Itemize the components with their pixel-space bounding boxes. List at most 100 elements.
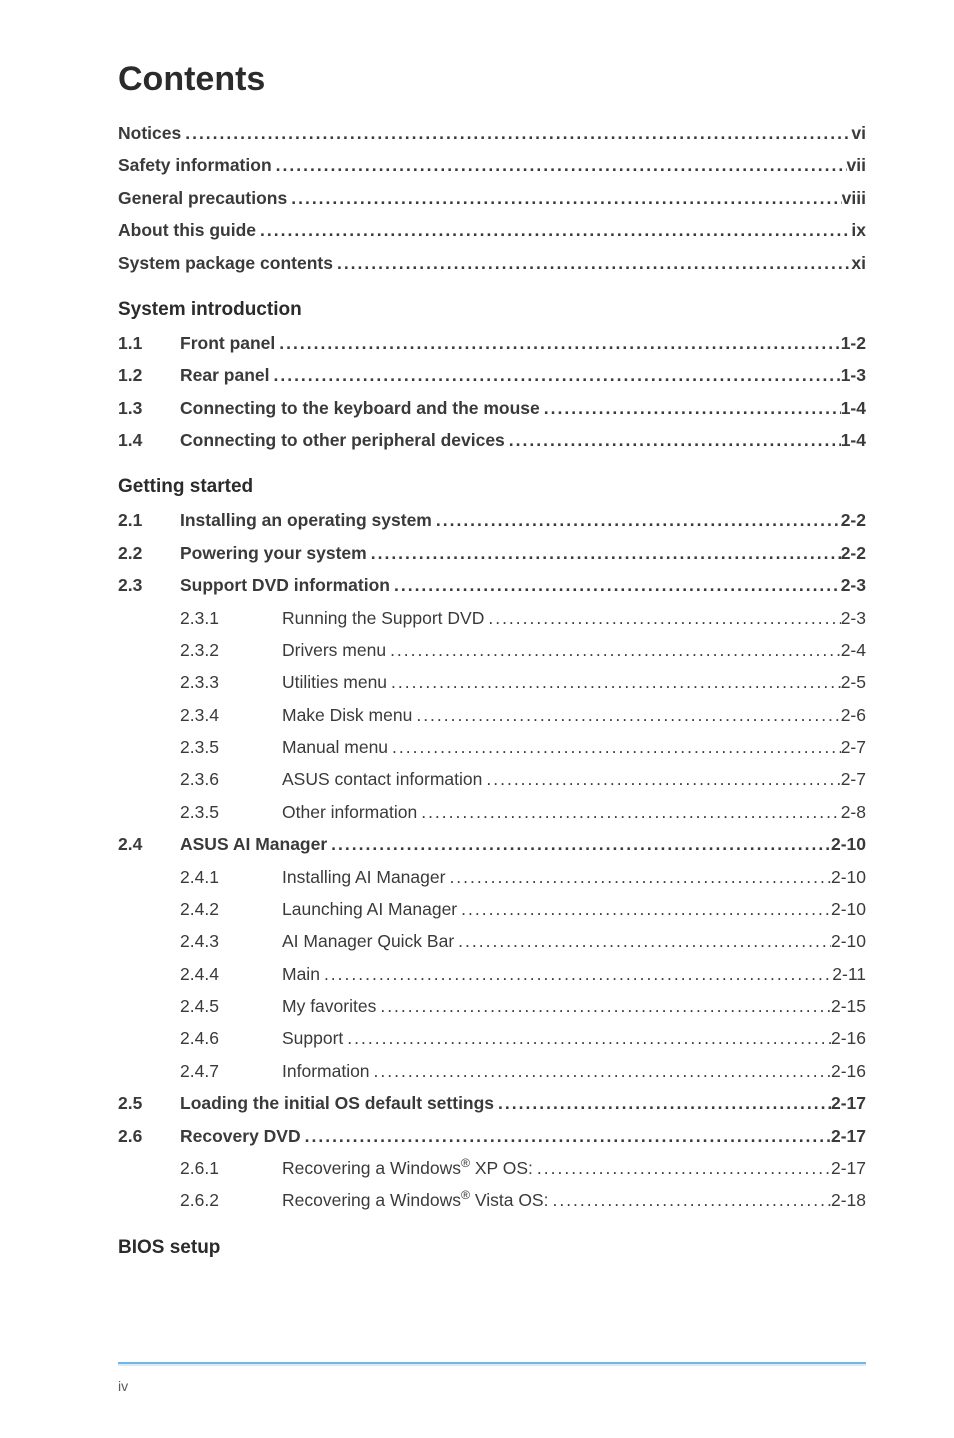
- toc-row: 2.4.2Launching AI Manager 2-10: [118, 893, 866, 925]
- toc-leader: [387, 666, 841, 698]
- toc-row: 2.4.7Information 2-16: [118, 1055, 866, 1087]
- toc-label: ASUS contact information: [282, 763, 482, 795]
- toc-label: Support: [282, 1022, 343, 1054]
- toc-subnumber: 2.4.3: [180, 925, 282, 957]
- toc-leader: [533, 1152, 831, 1184]
- toc-row: 2.3.6ASUS contact information 2-7: [118, 763, 866, 795]
- toc-row: 2.4ASUS AI Manager 2-10: [118, 828, 866, 860]
- toc-number: 1.3: [118, 392, 180, 424]
- toc-leader: [457, 893, 831, 925]
- toc-row: 2.4.3AI Manager Quick Bar 2-10: [118, 925, 866, 957]
- toc-page: 2-7: [841, 731, 866, 763]
- toc-number: 2.4: [118, 828, 180, 860]
- toc-leader: [269, 359, 840, 391]
- toc-label: Installing AI Manager: [282, 861, 445, 893]
- toc-number: 1.1: [118, 327, 180, 359]
- toc-page: 2-16: [831, 1022, 866, 1054]
- toc-leader: [287, 182, 841, 214]
- toc-page: 2-10: [831, 893, 866, 925]
- toc-row: 2.4.6Support 2-16: [118, 1022, 866, 1054]
- toc-row: 1.2Rear panel 1-3: [118, 359, 866, 391]
- toc-number: [118, 602, 180, 634]
- toc-label: Main: [282, 958, 320, 990]
- toc-number: [118, 990, 180, 1022]
- toc-leader: [256, 214, 851, 246]
- toc-page: 2-2: [841, 537, 866, 569]
- toc-label: Recovery DVD: [180, 1120, 301, 1152]
- toc-page: 2-7: [841, 763, 866, 795]
- toc-number: [118, 634, 180, 666]
- toc-label: My favorites: [282, 990, 376, 1022]
- toc-label: Connecting to other peripheral devices: [180, 424, 505, 456]
- toc-label: About this guide: [118, 214, 256, 246]
- toc-number: 2.6: [118, 1120, 180, 1152]
- toc-label: ASUS AI Manager: [180, 828, 327, 860]
- toc-number: 2.3: [118, 569, 180, 601]
- toc-leader: [390, 569, 841, 601]
- toc-row: Notices vi: [118, 117, 866, 149]
- toc-row: 2.5Loading the initial OS default settin…: [118, 1087, 866, 1119]
- toc-subnumber: 2.4.1: [180, 861, 282, 893]
- toc-subnumber: 2.4.5: [180, 990, 282, 1022]
- toc-page: 2-16: [831, 1055, 866, 1087]
- toc-label: Recovering a Windows® Vista OS:: [282, 1184, 548, 1216]
- toc-label: Information: [282, 1055, 370, 1087]
- toc-row: 2.4.1Installing AI Manager 2-10: [118, 861, 866, 893]
- toc-row: 2.1Installing an operating system 2-2: [118, 504, 866, 536]
- toc-leader: [386, 634, 841, 666]
- toc-row: 2.3Support DVD information 2-3: [118, 569, 866, 601]
- toc-page: 1-2: [841, 327, 866, 359]
- toc-number: [118, 796, 180, 828]
- toc-row: About this guide ix: [118, 214, 866, 246]
- toc-number: [118, 731, 180, 763]
- footer-rule: [118, 1362, 866, 1366]
- toc-label: Running the Support DVD: [282, 602, 484, 634]
- toc-row: 2.3.4Make Disk menu 2-6: [118, 699, 866, 731]
- toc-leader: [548, 1184, 831, 1216]
- toc-leader: [327, 828, 831, 860]
- toc-label: Other information: [282, 796, 417, 828]
- toc-number: [118, 1184, 180, 1216]
- toc-label: Connecting to the keyboard and the mouse: [180, 392, 540, 424]
- toc-leader: [417, 796, 841, 828]
- toc-label: Manual menu: [282, 731, 388, 763]
- toc-page: 2-8: [841, 796, 866, 828]
- toc-number: [118, 925, 180, 957]
- toc-row: 1.4Connecting to other peripheral device…: [118, 424, 866, 456]
- toc-leader: [181, 117, 851, 149]
- toc-leader: [412, 699, 840, 731]
- toc-number: [118, 893, 180, 925]
- toc-label: Launching AI Manager: [282, 893, 457, 925]
- toc-subnumber: 2.3.5: [180, 731, 282, 763]
- toc-number: 2.5: [118, 1087, 180, 1119]
- toc-page: 2-15: [831, 990, 866, 1022]
- toc-subnumber: 2.3.3: [180, 666, 282, 698]
- toc-number: 1.4: [118, 424, 180, 456]
- toc-label: Front panel: [180, 327, 275, 359]
- toc-number: [118, 1055, 180, 1087]
- toc-page: 2-10: [831, 925, 866, 957]
- toc-leader: [275, 327, 840, 359]
- toc-page: 2-5: [841, 666, 866, 698]
- toc-label: System package contents: [118, 247, 333, 279]
- toc-page: 2-6: [841, 699, 866, 731]
- toc-leader: [333, 247, 851, 279]
- toc-leader: [482, 763, 840, 795]
- toc-leader: [388, 731, 841, 763]
- toc-page: 1-3: [841, 359, 866, 391]
- toc-subnumber: 2.3.4: [180, 699, 282, 731]
- toc-leader: [301, 1120, 831, 1152]
- toc-leader: [376, 990, 831, 1022]
- toc-subnumber: 2.6.2: [180, 1184, 282, 1216]
- toc-leader: [540, 392, 841, 424]
- page-title: Contents: [118, 60, 866, 99]
- toc-leader: [272, 149, 847, 181]
- section-heading: BIOS setup: [118, 1237, 866, 1259]
- toc-number: [118, 763, 180, 795]
- toc-page: 2-17: [831, 1087, 866, 1119]
- toc-row: 2.3.5Other information 2-8: [118, 796, 866, 828]
- toc-page: vi: [851, 117, 866, 149]
- toc-page: 1-4: [841, 392, 866, 424]
- toc-page: xi: [851, 247, 866, 279]
- toc-page: 2-17: [831, 1152, 866, 1184]
